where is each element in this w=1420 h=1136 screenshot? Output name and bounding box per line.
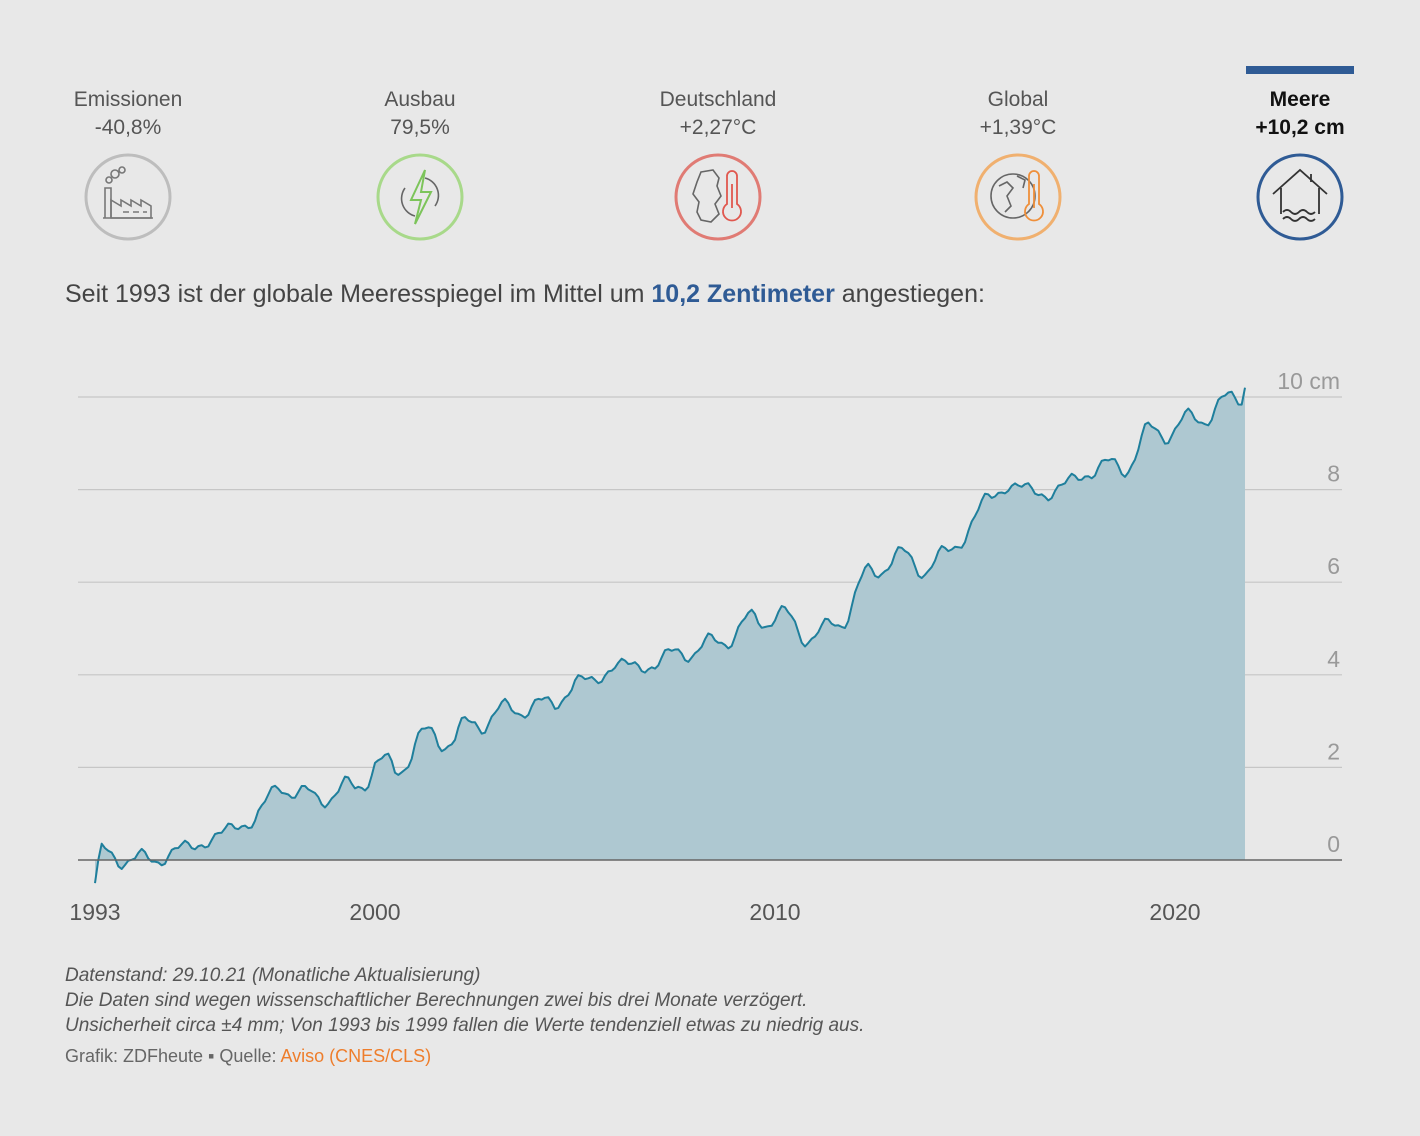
- y-tick-label: 2: [1327, 738, 1340, 764]
- sea-level-chart: 10 cm 8 6 4 2 0 1993 2000 2010 2020: [69, 368, 1342, 925]
- note-line: Unsicherheit circa ±4 mm; Von 1993 bis 1…: [65, 1015, 865, 1036]
- headline-text-end: angestiegen:: [834, 280, 985, 308]
- sea-level-area: [95, 387, 1245, 884]
- tab-label: Emissionen: [73, 88, 183, 111]
- x-axis-labels: 1993 2000 2010 2020: [69, 899, 1200, 925]
- y-tick-label: 6: [1327, 553, 1340, 579]
- headline-highlight: 10,2 Zentimeter: [651, 280, 835, 308]
- tab-label: Deutschland: [659, 88, 777, 111]
- headline: Seit 1993 ist der globale Meeresspiegel …: [65, 280, 985, 309]
- tab-deutschland[interactable]: Deutschland +2,27°C: [618, 0, 818, 250]
- tab-label: Global: [987, 88, 1049, 111]
- credit-line: Grafik: ZDFheute ▪ Quelle: Aviso (CNES/C…: [65, 1046, 431, 1067]
- factory-icon: [84, 153, 172, 241]
- chart-notes: Datenstand: 29.10.21 (Monatliche Aktuali…: [65, 963, 864, 1038]
- y-tick-label: 0: [1327, 831, 1340, 857]
- y-tick-label: 8: [1327, 461, 1340, 487]
- x-tick-label: 1993: [69, 899, 120, 925]
- tab-value: -40,8%: [94, 116, 162, 139]
- tab-value: +2,27°C: [679, 116, 757, 139]
- note-line: Die Daten sind wegen wissenschaftlicher …: [65, 990, 808, 1011]
- lightning-icon: [376, 153, 464, 241]
- flooded-house-icon: [1256, 153, 1344, 241]
- x-tick-label: 2020: [1149, 899, 1200, 925]
- tab-ausbau[interactable]: Ausbau 79,5%: [320, 0, 520, 250]
- germany-thermometer-icon: [674, 153, 762, 241]
- sea-level-line: [94, 387, 1246, 884]
- tab-label: Meere: [1269, 88, 1331, 111]
- source-link[interactable]: Aviso (CNES/CLS): [280, 1046, 432, 1066]
- y-tick-label: 4: [1327, 646, 1340, 672]
- credit-prefix: Grafik: ZDFheute ▪ Quelle:: [65, 1046, 281, 1066]
- x-tick-label: 2000: [349, 899, 400, 925]
- tab-emissionen[interactable]: Emissionen -40,8%: [28, 0, 228, 250]
- note-line: Datenstand: 29.10.21 (Monatliche Aktuali…: [65, 965, 481, 986]
- tab-value: +1,39°C: [979, 116, 1057, 139]
- tab-meere[interactable]: Meere +10,2 cm: [1200, 0, 1400, 250]
- globe-thermometer-icon: [974, 153, 1062, 241]
- headline-text: Seit 1993 ist der globale Meeresspiegel …: [65, 280, 652, 308]
- tab-global[interactable]: Global +1,39°C: [918, 0, 1118, 250]
- x-tick-label: 2010: [749, 899, 800, 925]
- tab-value: +10,2 cm: [1255, 116, 1345, 139]
- y-tick-label: 10 cm: [1277, 368, 1340, 394]
- y-axis-labels: 10 cm 8 6 4 2 0: [1277, 368, 1340, 857]
- topic-tabs: Emissionen -40,8% Ausbau 79,5% Deutschla: [0, 0, 1420, 260]
- tab-label: Ausbau: [384, 88, 456, 111]
- tab-value: 79,5%: [390, 116, 450, 139]
- active-tab-indicator: [1246, 66, 1354, 74]
